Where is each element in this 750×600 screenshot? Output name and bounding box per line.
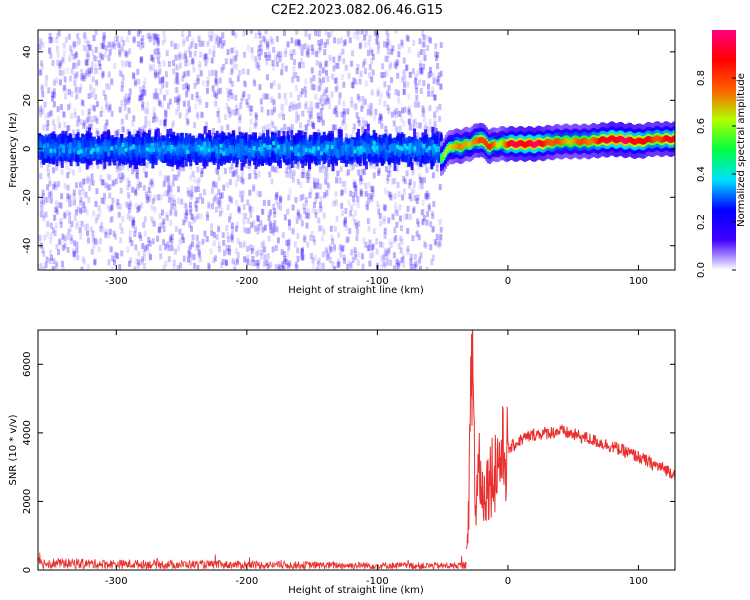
colorbar-ticks: 0.0 0.2 0.4 0.6 0.8 [696, 70, 736, 278]
spectrogram-y-tick-label: 0 [22, 146, 33, 152]
colorbar-tick-label: 0.6 [696, 118, 707, 134]
snr-x-tick-label: -300 [105, 576, 128, 587]
spectrogram-heatmap [38, 30, 675, 270]
colorbar: 0.0 0.2 0.4 0.6 0.8 Normalized spectral ampl… [696, 30, 747, 278]
snr-x-tick-label: 100 [629, 576, 648, 587]
spectrogram-x-tick-label: 100 [629, 276, 648, 287]
snr-y-tick-label: 2000 [22, 489, 33, 514]
spectrogram-y-tick-label: -40 [22, 238, 33, 254]
colorbar-tick-label: 0.2 [696, 214, 707, 230]
spectrogram-x-tick-label: -100 [366, 276, 389, 287]
colorbar-gradient [712, 30, 736, 270]
spectrogram-x-label: Height of straight line (km) [288, 285, 424, 296]
spectrogram-x-tick-label: -200 [236, 276, 259, 287]
colorbar-tick-label: 0.4 [696, 166, 707, 182]
colorbar-tick-label: 0.8 [696, 70, 707, 86]
snr-y-tick-label: 4000 [22, 420, 33, 445]
snr-series-line [466, 330, 675, 549]
spectrogram-y-tick-label: 20 [22, 94, 33, 107]
snr-frame [37, 329, 676, 571]
snr-x-tick-label: -200 [236, 576, 259, 587]
snr-y-tick-label: 6000 [22, 352, 33, 377]
snr-x-tick-label: -100 [366, 576, 389, 587]
spectrogram-x-tick-label: -300 [105, 276, 128, 287]
snr-x-label: Height of straight line (km) [288, 585, 424, 596]
spectrogram-y-label: Frequency (Hz) [8, 112, 19, 188]
figure-title: C2E2.2023.082.06.46.G15 [271, 3, 443, 18]
spectrogram-frame [37, 29, 676, 271]
spectrogram-x-tick-label: 0 [505, 276, 511, 287]
spectrogram-y-tick-label: 40 [22, 45, 33, 58]
colorbar-tick-label: 0.0 [696, 262, 707, 278]
colorbar-label: Normalized spectral amplitude [736, 73, 747, 227]
snr-y-tick-label: 0 [22, 567, 33, 573]
spectrogram-y-tick-label: -20 [22, 189, 33, 205]
snr-noise-trace [38, 552, 467, 570]
snr-y-label: SNR (10 * v/v) [8, 414, 19, 485]
snr-x-tick-label: 0 [505, 576, 511, 587]
